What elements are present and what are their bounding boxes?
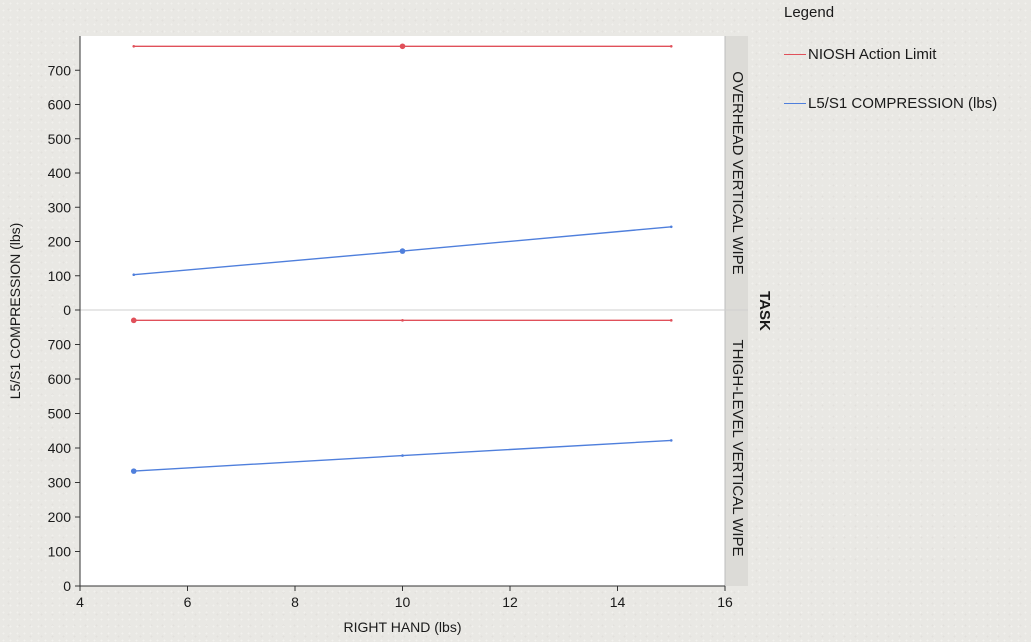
legend-item-niosh: NIOSH Action Limit <box>784 43 1031 65</box>
legend-swatch-compression <box>784 103 806 104</box>
y-tick-label: 400 <box>48 165 72 181</box>
niosh-limit-point <box>132 45 135 48</box>
plot-area <box>80 36 725 586</box>
niosh-limit-point <box>400 43 406 49</box>
y-tick-label: 0 <box>63 578 71 594</box>
panel-label: THIGH-LEVEL VERTICAL WIPE <box>729 340 746 557</box>
y-tick-label: 100 <box>48 544 72 560</box>
facet-title: TASK <box>756 291 773 331</box>
y-tick-label: 400 <box>48 440 72 456</box>
x-tick-label: 12 <box>502 594 518 610</box>
compression-point <box>401 454 404 457</box>
y-tick-label: 200 <box>48 234 72 250</box>
x-tick-label: 14 <box>610 594 626 610</box>
legend-label-compression: L5/S1 COMPRESSION (lbs) <box>808 95 997 112</box>
legend-swatch-niosh <box>784 54 806 55</box>
compression-point <box>670 439 673 442</box>
compression-point <box>670 225 673 228</box>
y-tick-label: 300 <box>48 199 72 215</box>
y-tick-label: 0 <box>63 302 71 318</box>
y-tick-label: 300 <box>48 475 72 491</box>
legend-item-compression: L5/S1 COMPRESSION (lbs) <box>784 92 1031 114</box>
compression-point <box>132 273 135 276</box>
niosh-limit-point <box>670 319 673 322</box>
y-tick-label: 600 <box>48 371 72 387</box>
niosh-limit-point <box>131 318 137 324</box>
niosh-limit-point <box>401 319 404 322</box>
y-tick-label: 600 <box>48 97 72 113</box>
y-tick-label: 700 <box>48 337 72 353</box>
y-axis-label: L5/S1 COMPRESSION (lbs) <box>7 223 23 400</box>
y-tick-label: 500 <box>48 131 72 147</box>
x-tick-label: 6 <box>184 594 192 610</box>
x-tick-label: 8 <box>291 594 299 610</box>
x-tick-label: 4 <box>76 594 84 610</box>
compression-point <box>131 468 137 474</box>
x-tick-label: 10 <box>395 594 411 610</box>
y-tick-label: 500 <box>48 406 72 422</box>
niosh-limit-point <box>670 45 673 48</box>
x-axis-label: RIGHT HAND (lbs) <box>344 619 462 635</box>
legend-label-niosh: NIOSH Action Limit <box>808 46 936 63</box>
x-tick-label: 16 <box>717 594 733 610</box>
y-tick-label: 200 <box>48 509 72 525</box>
y-tick-label: 100 <box>48 268 72 284</box>
legend: Legend NIOSH Action Limit L5/S1 COMPRESS… <box>784 4 1031 141</box>
compression-point <box>400 248 406 254</box>
panel-label: OVERHEAD VERTICAL WIPE <box>729 71 746 274</box>
y-tick-label: 700 <box>48 62 72 78</box>
legend-title: Legend <box>784 4 1031 21</box>
